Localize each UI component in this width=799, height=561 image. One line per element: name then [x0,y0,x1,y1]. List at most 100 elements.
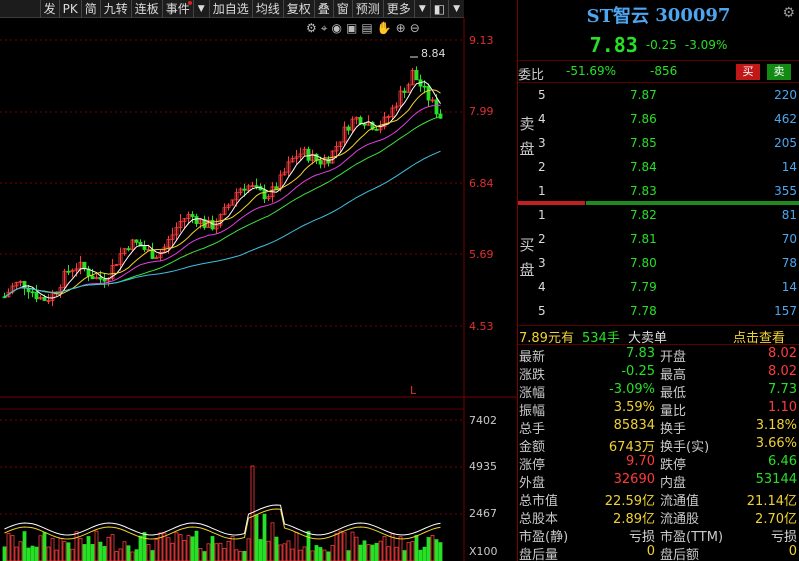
stats-row: 涨跌 -0.25 最高 8.02 [518,363,799,383]
candle-body [422,85,427,88]
stats-row: 总手 85834 换手 3.18% [518,417,799,437]
bid-level: 3 [538,256,546,270]
buy-strength-bar [586,201,799,205]
zoom-in-icon[interactable]: ⊕ [395,21,406,35]
candle-body [90,275,95,280]
stat-label: 总股本 [519,512,559,527]
gear-icon[interactable]: ⚙ [782,5,795,21]
toolbar-item[interactable]: PK [58,0,81,18]
dropdown-arrow-icon[interactable]: ▼ [413,0,430,18]
bid-row[interactable]: 4 7.79 14 [536,276,799,300]
candle-body [30,291,35,294]
bid-volume: 157 [774,304,797,318]
toolbar-item[interactable]: 发 [39,0,59,18]
volume-bar [18,541,23,561]
volume-bar [78,538,83,561]
kline-chart[interactable] [0,0,517,561]
volume-bar [366,544,371,561]
toolbar-item[interactable]: 简 [80,0,100,18]
zoom-out-icon[interactable]: ⊖ [409,21,420,35]
sell-strength-bar [518,201,585,205]
bid-row[interactable]: 1 7.82 81 [536,204,799,228]
toolbar-item[interactable]: 更多 [382,0,414,18]
toolbar-item[interactable]: 连板 [130,0,162,18]
volume-bar [430,534,435,561]
volume-bar [10,535,15,561]
volume-bar [294,532,299,561]
dropdown-arrow-icon[interactable]: ▼ [448,0,464,18]
candle-body [34,291,39,300]
toolbar-item[interactable]: 窗 [332,0,352,18]
candle-body [262,189,267,200]
calendar-icon[interactable]: ▤ [361,21,373,35]
ask-row[interactable]: 2 7.84 14 [536,156,799,180]
bid-row[interactable]: 2 7.81 70 [536,228,799,252]
eye-icon[interactable]: ◉ [331,21,343,35]
candle-body [46,300,51,302]
volume-bar [290,548,295,561]
cursor-icon[interactable]: ⌖ [320,21,328,35]
stat-label: 换手 [660,422,687,437]
volume-bar [38,535,43,561]
volume-bar [394,546,399,561]
chart-tool-icons: ⚙ ⌖ ◉ ▣ ▤ ✋ ⊕ ⊖ [306,21,420,36]
price-change: -0.25 [645,38,677,52]
candle-body [122,248,127,255]
candle-body [254,185,259,187]
stat-label: 最高 [660,368,687,383]
volume-bar [106,536,111,561]
volume-bar [90,544,95,561]
stat-value: 6.46 [768,454,797,469]
toolbar-item[interactable]: 预测 [351,0,383,18]
volume-bar [214,543,219,561]
bid-row[interactable]: 3 7.80 78 [536,252,799,276]
volume-bar [170,542,175,561]
candle-body [234,192,239,201]
candle-body [18,280,23,283]
toggle-panel-icon[interactable]: ◧ [429,0,448,18]
volume-bar [258,539,263,561]
toolbar-item[interactable]: 九转 [99,0,131,18]
candle-body [346,126,351,131]
stat-value: 85834 [613,418,655,433]
bid-row[interactable]: 5 7.78 157 [536,300,799,324]
stat-value: 亏损 [770,530,797,545]
volume-bar [326,551,331,561]
sell-button[interactable]: 卖 [767,64,791,80]
volume-bar [230,536,235,561]
toolbar-item[interactable]: 叠 [313,0,333,18]
candle-body [394,105,399,109]
dropdown-arrow-icon[interactable]: ▼ [192,0,209,18]
view-detail-link[interactable]: 点击查看 [733,331,786,346]
stat-value: 3.66% [755,436,797,451]
volume-bar [210,536,215,561]
settings-icon[interactable]: ⚙ [306,21,317,35]
stat-label: 开盘 [660,350,687,365]
volume-bar [122,541,127,561]
candle-body [94,276,99,280]
toolbar-item[interactable]: 加自选 [208,0,252,18]
candle-body [182,218,187,222]
volume-bar [398,536,403,561]
ask-row[interactable]: 4 7.86 462 [536,108,799,132]
ask-row[interactable]: 5 7.87 220 [536,84,799,108]
volume-bar [330,545,335,561]
toolbar-item[interactable]: 均线 [251,0,283,18]
volume-bar [174,532,179,561]
volume-bar [362,540,367,561]
volume-bar [182,539,187,561]
candle-body [134,239,139,243]
buy-button[interactable]: 买 [736,64,760,80]
stat-label: 流通值 [660,494,700,509]
ask-row[interactable]: 3 7.85 205 [536,132,799,156]
volume-bar [338,530,343,561]
toolbar-item[interactable]: 复权 [282,0,314,18]
basket-icon[interactable]: ▣ [346,21,358,35]
volume-bar [234,549,239,561]
bid-price: 7.78 [630,304,657,318]
stat-value: 8.02 [768,346,797,361]
hand-icon[interactable]: ✋ [376,21,392,35]
toolbar-item[interactable]: 事件 [161,0,193,18]
volume-bar [262,513,267,561]
ask-row[interactable]: 1 7.83 355 [536,180,799,204]
